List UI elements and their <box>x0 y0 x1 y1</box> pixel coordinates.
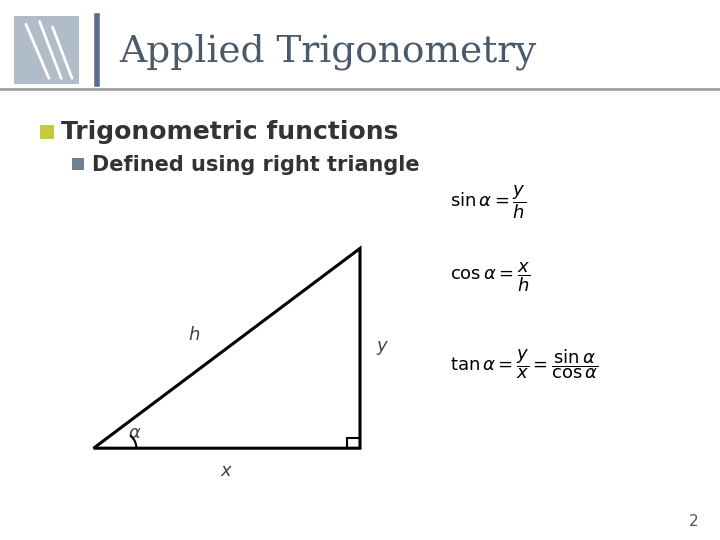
Bar <box>14 16 79 84</box>
Text: $\cos\alpha = \dfrac{x}{h}$: $\cos\alpha = \dfrac{x}{h}$ <box>450 260 531 294</box>
Text: $h$: $h$ <box>189 326 200 344</box>
Text: Applied Trigonometry: Applied Trigonometry <box>119 33 536 70</box>
Text: $\sin\alpha = \dfrac{y}{h}$: $\sin\alpha = \dfrac{y}{h}$ <box>450 184 526 221</box>
Text: $x$: $x$ <box>220 462 233 480</box>
Text: $y$: $y$ <box>376 339 389 357</box>
Text: $\tan\alpha = \dfrac{y}{x} = \dfrac{\sin\alpha}{\cos\alpha}$: $\tan\alpha = \dfrac{y}{x} = \dfrac{\sin… <box>450 348 598 381</box>
Text: 2: 2 <box>689 514 698 529</box>
Bar <box>72 158 84 170</box>
Bar <box>40 125 54 139</box>
Text: Defined using right triangle: Defined using right triangle <box>92 154 420 175</box>
Text: Trigonometric functions: Trigonometric functions <box>61 120 399 144</box>
Text: $\alpha$: $\alpha$ <box>128 424 142 442</box>
